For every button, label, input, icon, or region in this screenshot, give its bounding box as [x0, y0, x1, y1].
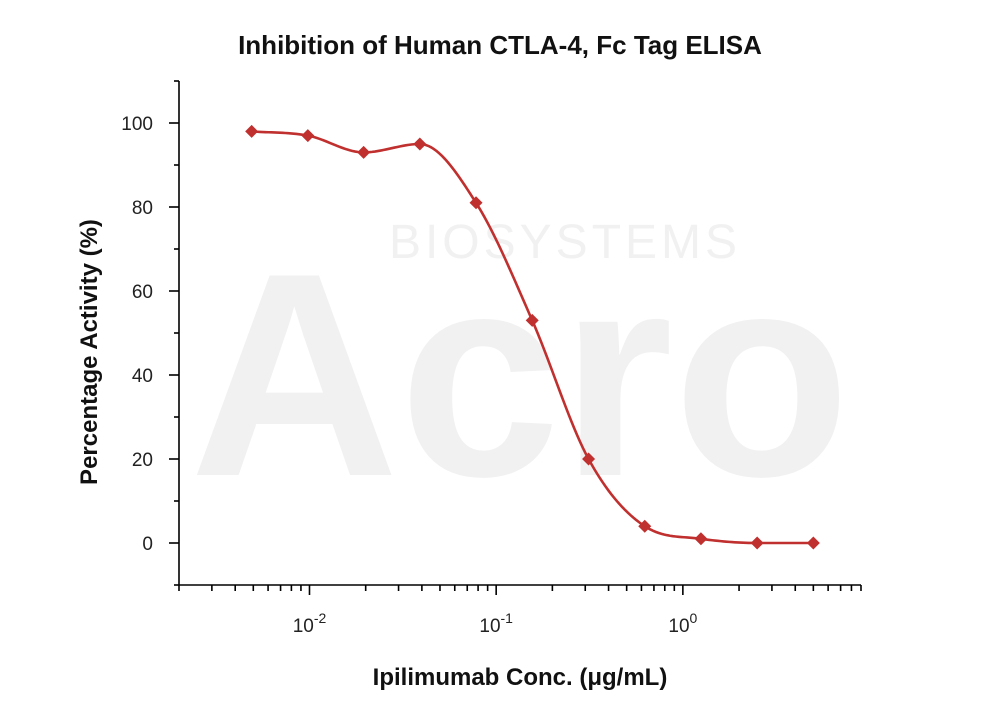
y-tick-label: 100 — [121, 114, 153, 135]
y-tick-label: 60 — [132, 282, 153, 303]
data-point — [413, 137, 427, 151]
data-point — [582, 452, 596, 466]
x-tick-label: 10-2 — [293, 610, 327, 637]
data-point — [525, 313, 539, 327]
data-point — [694, 532, 708, 546]
data-point — [750, 536, 764, 550]
watermark-logo-text: Acro — [190, 213, 851, 537]
y-tick-label: 0 — [142, 534, 153, 555]
data-point — [301, 129, 315, 143]
watermark-subtext: BIOSYSTEMS — [389, 216, 741, 269]
x-tick-label: 10-1 — [479, 610, 513, 637]
data-point — [357, 145, 371, 159]
axes: 0 20 40 60 80 100 10-2 10-1 100 — [121, 80, 862, 637]
chart-title: Inhibition of Human CTLA-4, Fc Tag ELISA — [238, 30, 762, 60]
x-axis-title: Ipilimumab Conc. (μg/mL) — [373, 664, 668, 691]
data-point — [806, 536, 820, 550]
data-point — [245, 124, 259, 138]
data-points — [245, 124, 820, 550]
y-tick-label: 80 — [132, 198, 153, 219]
data-point — [469, 196, 483, 210]
watermark: BIOSYSTEMS Acro — [190, 213, 851, 537]
data-point — [638, 519, 652, 533]
y-axis-title: Percentage Activity (%) — [76, 219, 103, 485]
x-tick-label: 100 — [668, 610, 697, 637]
y-tick-label: 20 — [132, 450, 153, 471]
y-tick-label: 40 — [132, 366, 153, 387]
